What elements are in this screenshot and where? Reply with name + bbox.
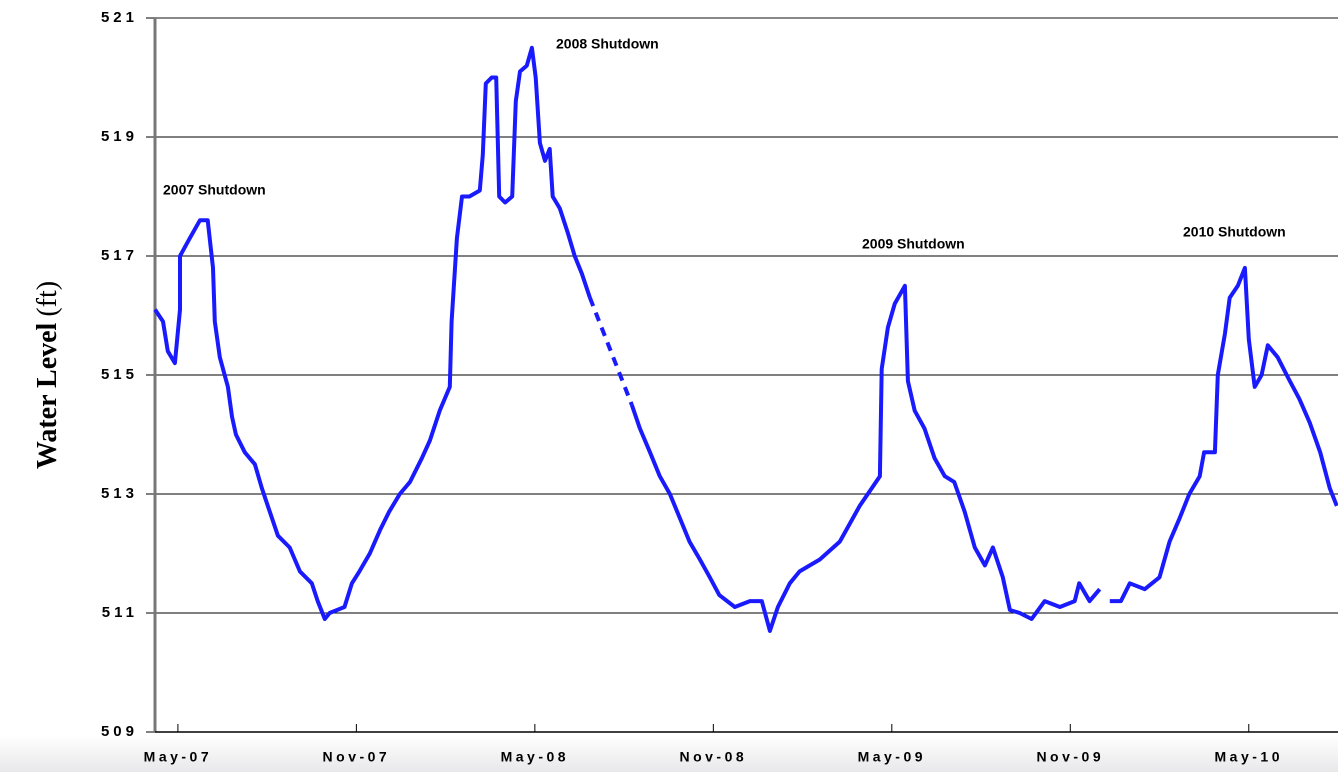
x-tick-label: Nov-07 [323,749,391,765]
data-line [629,283,1102,633]
annotation: 2009 Shutdown [862,236,965,252]
y-tick-label: 509 [101,723,138,740]
data-line [588,296,634,406]
x-tick-label: Nov-08 [679,749,747,765]
x-tick-label: May-07 [144,749,212,765]
y-tick-label: 521 [101,9,138,26]
y-tick-label: 519 [101,128,138,145]
data-line [153,45,592,621]
footer-band [0,735,1338,772]
y-tick-label: 515 [101,366,138,383]
x-tick-label: Nov-09 [1036,749,1104,765]
y-tick-label: 511 [102,604,138,621]
y-tick-label: 513 [101,485,138,502]
y-label-main: Water Level [32,322,63,469]
y-tick-label: 517 [101,247,138,264]
x-tick-label: May-09 [858,749,926,765]
y-axis-label: Water Level (ft) [32,281,63,469]
annotation: 2010 Shutdown [1183,224,1286,240]
data-line [1109,265,1338,604]
annotation: 2008 Shutdown [556,36,659,52]
y-label-unit: (ft) [32,281,63,317]
annotation: 2007 Shutdown [163,182,266,198]
x-tick-label: May-08 [501,749,569,765]
x-tick-label: May-10 [1215,749,1283,765]
